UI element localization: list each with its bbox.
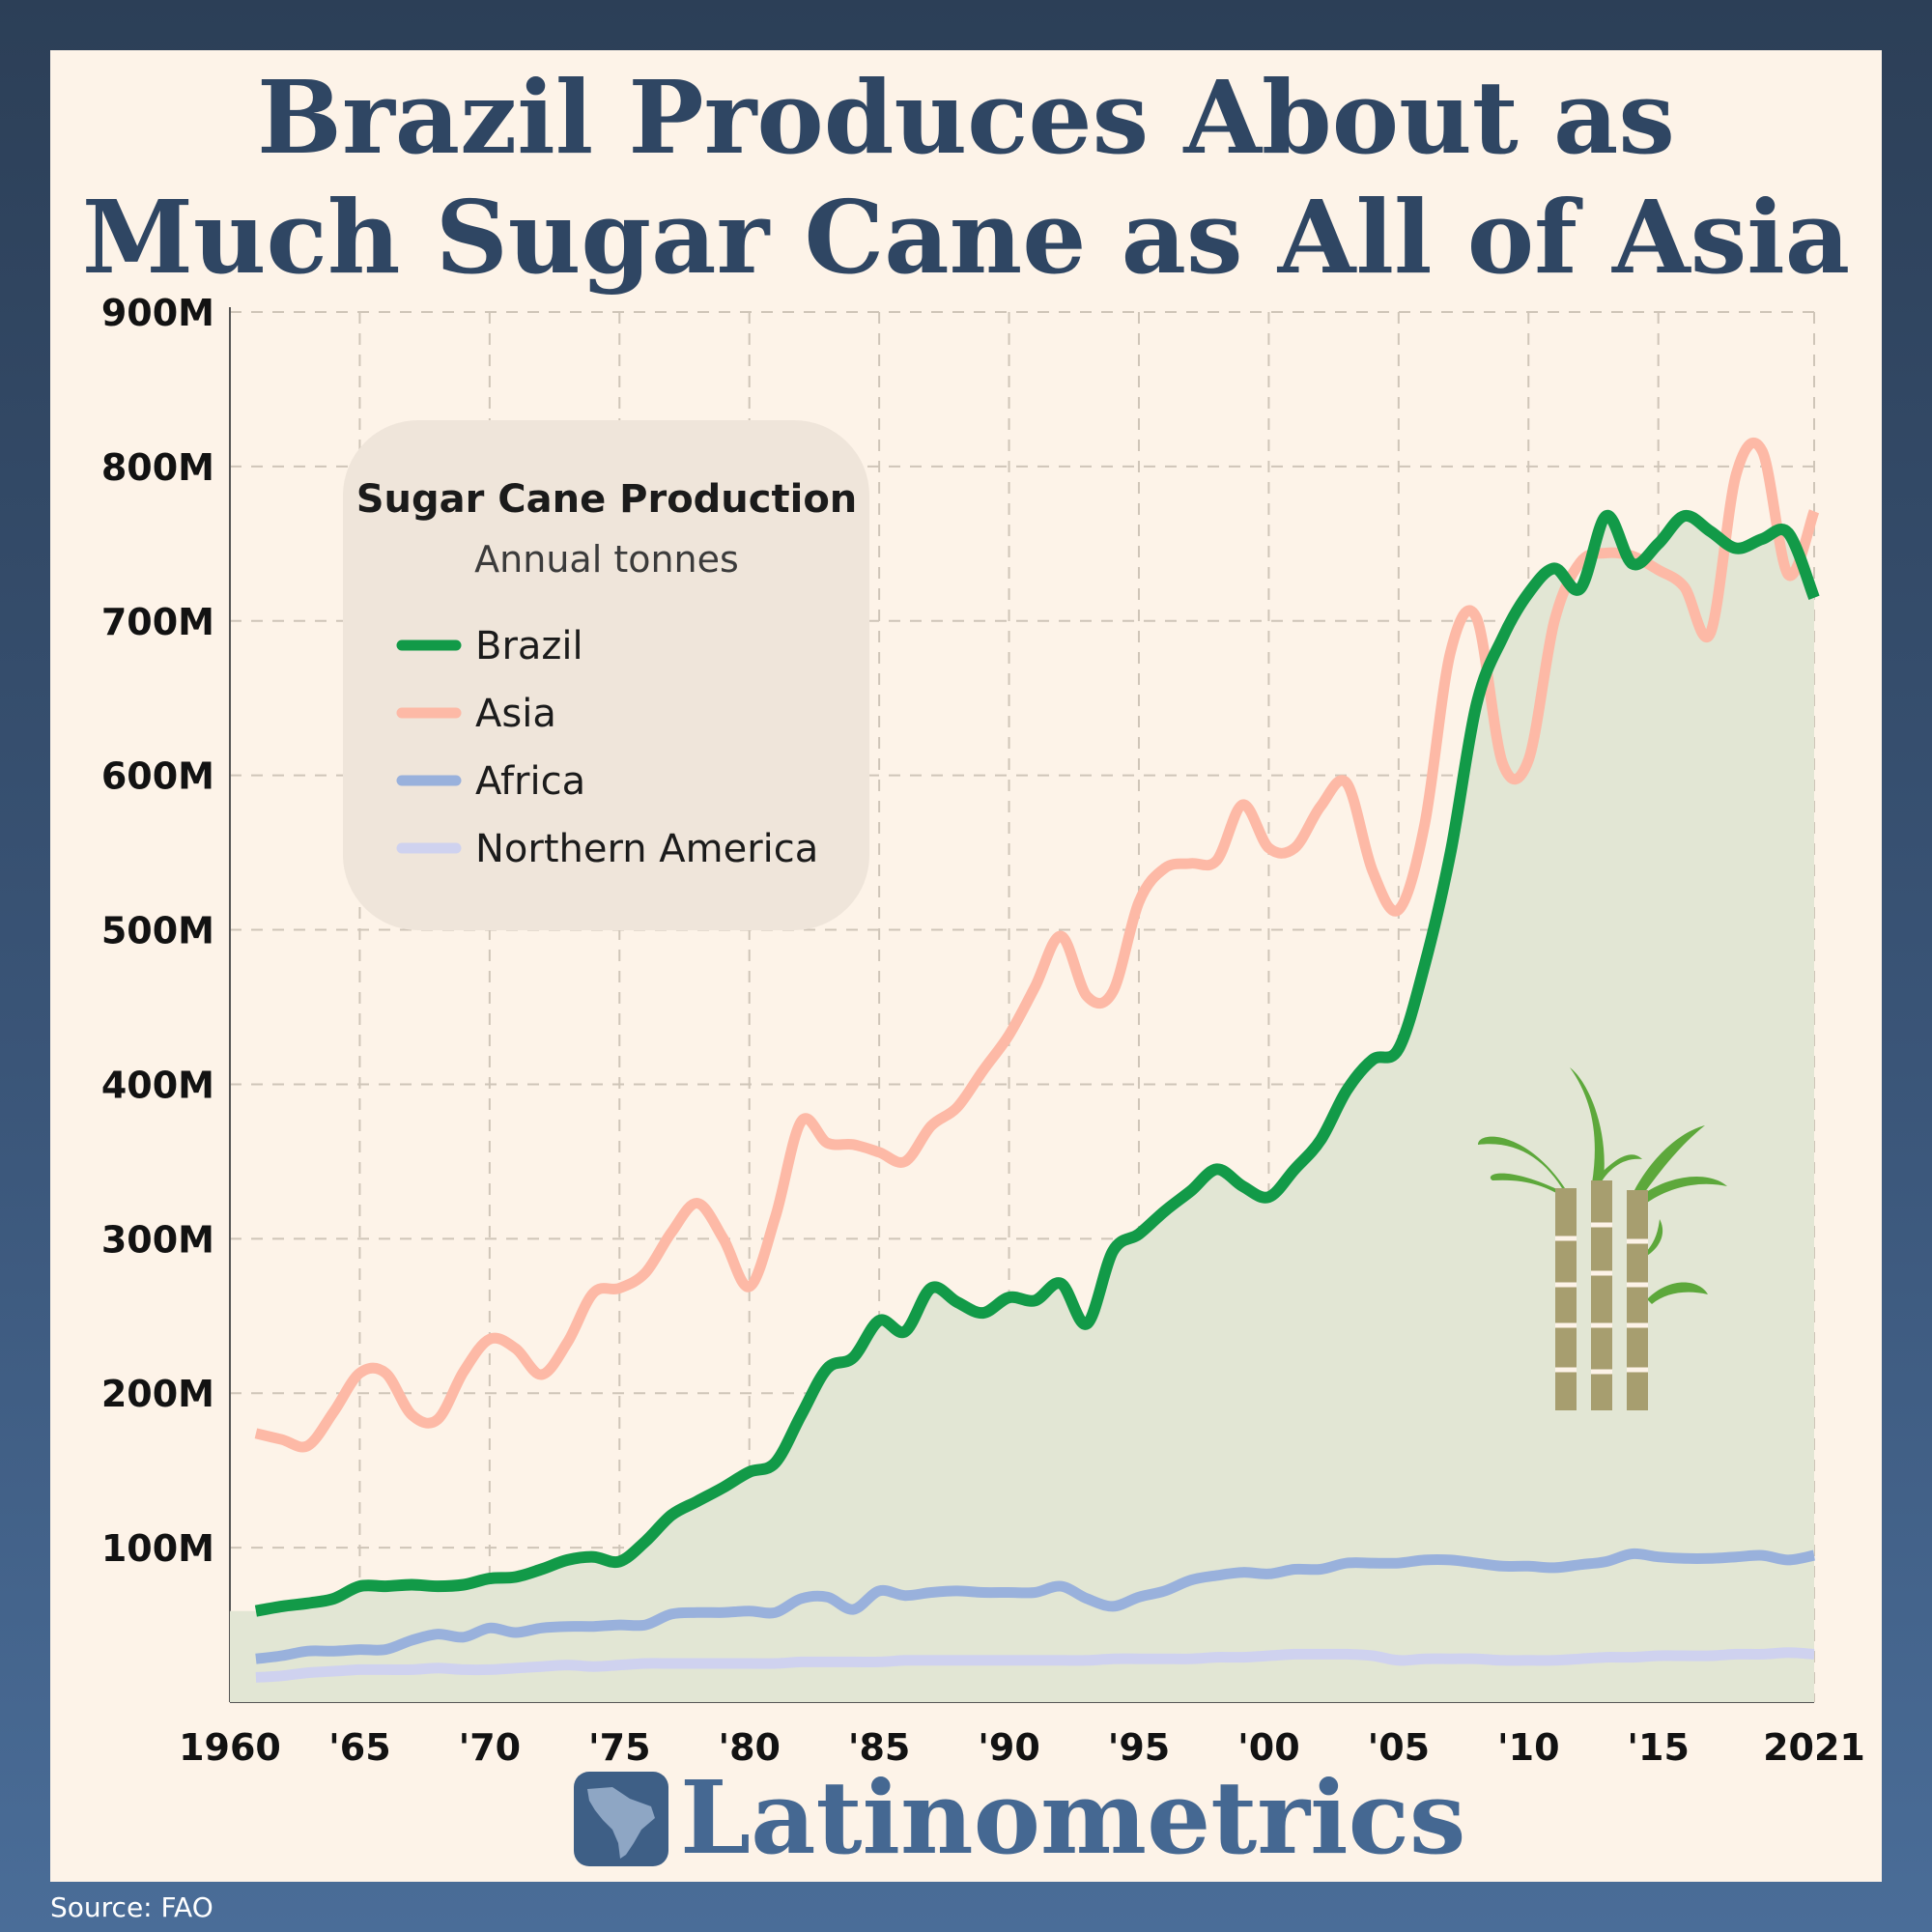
x-tick-label: '05 <box>1368 1726 1431 1769</box>
brand-name: Latinometrics <box>680 1758 1466 1877</box>
y-tick-label: 800M <box>101 446 214 489</box>
brazil-area <box>230 515 1814 1702</box>
legend-box <box>343 420 869 930</box>
y-tick-label: 200M <box>101 1373 214 1415</box>
y-tick-label: 100M <box>101 1527 214 1570</box>
x-tick-label: '90 <box>978 1726 1040 1769</box>
chart-title: Brazil Produces About as Much Sugar Cane… <box>0 58 1932 298</box>
brazil-area-fill <box>230 515 1814 1702</box>
x-tick-label: '80 <box>718 1726 781 1769</box>
x-tick-label: '15 <box>1627 1726 1690 1769</box>
y-tick-label: 300M <box>101 1218 214 1261</box>
x-tick-label: '65 <box>328 1726 391 1769</box>
x-tick-label: '10 <box>1497 1726 1560 1769</box>
x-tick-label: 2021 <box>1763 1726 1865 1769</box>
y-tick-label: 900M <box>101 292 214 334</box>
x-tick-label: '75 <box>588 1726 651 1769</box>
x-tick-label: '85 <box>848 1726 911 1769</box>
sugar-cane-icon <box>1478 1067 1727 1410</box>
series-line-northern-america <box>255 1647 1815 1683</box>
y-tick-label: 500M <box>101 910 214 952</box>
y-tick-label: 600M <box>101 755 214 798</box>
latin-america-map-icon <box>574 1772 668 1866</box>
title-line-2: Much Sugar Cane as All of Asia <box>81 178 1851 297</box>
series-lines <box>254 438 1820 1683</box>
x-tick-label: '00 <box>1237 1726 1300 1769</box>
legend: Sugar Cane Production Annual tonnes Braz… <box>343 420 869 930</box>
x-tick-label: '70 <box>459 1726 522 1769</box>
legend-title: Sugar Cane Production <box>356 477 858 522</box>
y-tick-label: 700M <box>101 601 214 643</box>
legend-label-northern-america: Northern America <box>475 827 818 871</box>
y-tick-label: 400M <box>101 1064 214 1106</box>
series-line-brazil <box>254 509 1820 1617</box>
title-line-1: Brazil Produces About as <box>257 58 1675 177</box>
brand: Latinometrics <box>574 1758 1465 1877</box>
series-line-asia <box>254 438 1820 1453</box>
x-tick-label: 1960 <box>179 1726 281 1769</box>
legend-subtitle: Annual tonnes <box>474 538 739 581</box>
series-line-africa <box>255 1548 1816 1664</box>
legend-label-africa: Africa <box>475 759 585 804</box>
tick-labels: 100M 200M 300M 400M 500M 600M 700M 800M 900M 1960… <box>101 292 1865 1769</box>
x-tick-label: '95 <box>1108 1726 1171 1769</box>
legend-label-asia: Asia <box>475 692 556 736</box>
source-note: Source: FAO <box>50 1891 213 1923</box>
legend-label-brazil: Brazil <box>475 624 583 668</box>
